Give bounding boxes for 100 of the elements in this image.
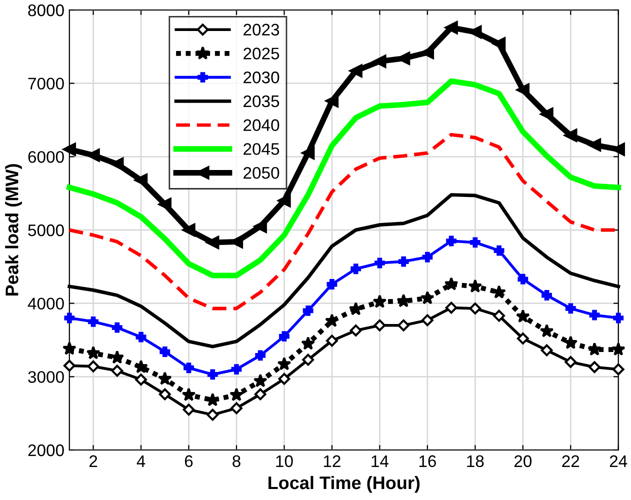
point bbox=[493, 310, 505, 322]
point bbox=[349, 64, 362, 78]
point bbox=[182, 388, 196, 402]
x-tick-label: 18 bbox=[467, 455, 484, 468]
point bbox=[184, 362, 194, 374]
point bbox=[324, 314, 339, 328]
point bbox=[420, 290, 434, 304]
x-tick-label: 20 bbox=[514, 455, 532, 468]
point bbox=[278, 372, 290, 385]
y-tick-label: 3000 bbox=[28, 371, 64, 383]
y-axis-title: Peak load (MW) bbox=[5, 164, 22, 296]
point bbox=[564, 128, 578, 142]
legend-label: 2023 bbox=[244, 24, 280, 36]
point bbox=[444, 276, 458, 290]
point bbox=[564, 336, 578, 350]
point bbox=[326, 279, 338, 290]
point bbox=[230, 388, 244, 402]
point bbox=[588, 138, 602, 152]
point bbox=[111, 364, 124, 377]
point bbox=[421, 314, 434, 326]
point bbox=[564, 356, 577, 368]
point bbox=[62, 342, 76, 355]
point bbox=[422, 252, 433, 262]
point bbox=[158, 388, 171, 400]
point bbox=[350, 324, 362, 336]
x-tick-label: 10 bbox=[276, 455, 293, 468]
point bbox=[612, 363, 624, 376]
point bbox=[492, 37, 506, 50]
x-tick-label: 24 bbox=[610, 455, 628, 467]
y-tick-label: 2000 bbox=[28, 444, 64, 456]
point bbox=[160, 346, 170, 357]
x-tick-label: 12 bbox=[324, 455, 340, 467]
point bbox=[279, 331, 290, 342]
point bbox=[110, 350, 124, 364]
point bbox=[469, 302, 482, 314]
point bbox=[468, 279, 482, 293]
point bbox=[63, 360, 76, 372]
point bbox=[182, 404, 195, 416]
point bbox=[613, 312, 624, 324]
point bbox=[374, 319, 386, 332]
point bbox=[206, 408, 219, 421]
point bbox=[326, 334, 338, 347]
point bbox=[589, 310, 600, 320]
point bbox=[374, 258, 385, 268]
legend-label: 2050 bbox=[244, 166, 280, 179]
point bbox=[565, 303, 576, 314]
point bbox=[492, 285, 506, 298]
point bbox=[396, 294, 411, 308]
point bbox=[542, 290, 552, 300]
point bbox=[86, 346, 100, 360]
point bbox=[516, 309, 530, 323]
y-tick-label: 4000 bbox=[28, 298, 64, 310]
legend-label: 2045 bbox=[244, 143, 280, 155]
point bbox=[112, 322, 122, 333]
point bbox=[540, 324, 554, 338]
point bbox=[301, 146, 315, 160]
point bbox=[136, 332, 146, 342]
point bbox=[86, 148, 100, 162]
point bbox=[444, 21, 458, 34]
y-tick-label: 7000 bbox=[28, 78, 64, 90]
point bbox=[540, 344, 553, 356]
point bbox=[446, 236, 457, 246]
point bbox=[207, 369, 218, 380]
x-tick-label: 14 bbox=[372, 455, 388, 467]
legend-label: 2025 bbox=[244, 48, 280, 60]
point bbox=[372, 294, 387, 308]
x-tick-label: 4 bbox=[136, 455, 146, 467]
point bbox=[254, 388, 266, 400]
point bbox=[230, 402, 242, 414]
point bbox=[253, 374, 268, 388]
point bbox=[470, 237, 480, 248]
point bbox=[87, 360, 100, 372]
y-tick-label: 8000 bbox=[28, 4, 64, 16]
legend-label: 2030 bbox=[244, 72, 280, 84]
point bbox=[350, 264, 362, 274]
point bbox=[206, 236, 220, 250]
point bbox=[135, 374, 147, 386]
point bbox=[516, 332, 529, 344]
point bbox=[445, 302, 458, 314]
point bbox=[302, 354, 314, 366]
legend-label: 2035 bbox=[244, 95, 280, 108]
x-tick-label: 6 bbox=[184, 455, 193, 468]
legend-label: 2040 bbox=[244, 119, 280, 132]
point bbox=[373, 54, 386, 68]
x-tick-label: 22 bbox=[562, 455, 580, 467]
point bbox=[134, 360, 148, 374]
point bbox=[518, 274, 528, 284]
point bbox=[110, 157, 124, 171]
point bbox=[540, 108, 554, 121]
y-tick-label: 5000 bbox=[28, 224, 64, 236]
x-tick-label: 2 bbox=[89, 455, 98, 467]
point bbox=[588, 361, 600, 374]
point bbox=[278, 194, 291, 208]
point bbox=[398, 256, 409, 267]
x-tick-label: 16 bbox=[419, 455, 436, 468]
point bbox=[231, 364, 242, 375]
point bbox=[182, 223, 196, 237]
point bbox=[494, 245, 504, 256]
point bbox=[88, 316, 98, 327]
point bbox=[611, 342, 626, 356]
